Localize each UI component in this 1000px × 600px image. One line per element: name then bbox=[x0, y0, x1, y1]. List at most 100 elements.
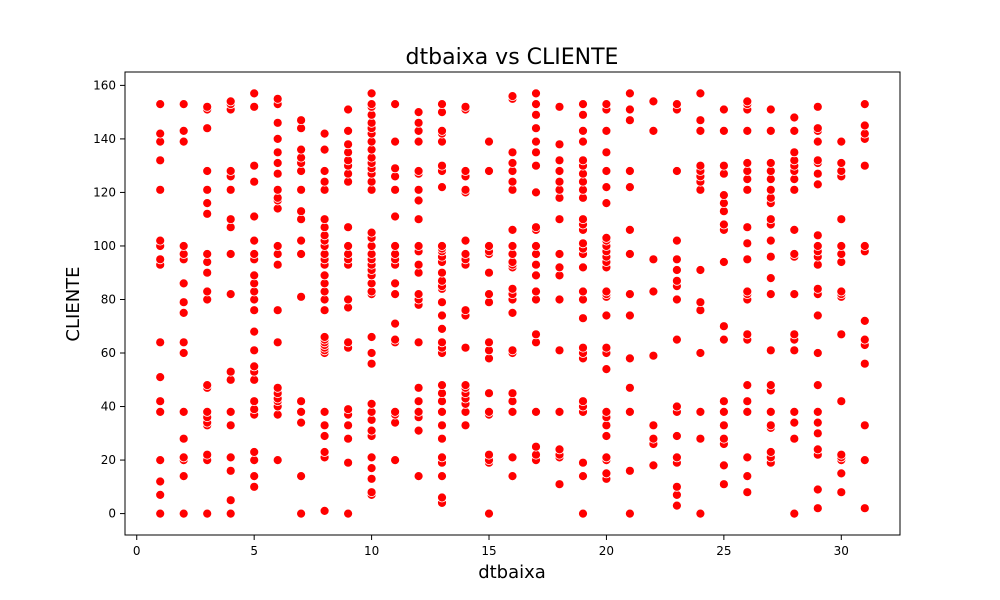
data-point bbox=[765, 289, 776, 300]
data-point bbox=[343, 508, 354, 519]
data-point bbox=[789, 224, 800, 235]
data-point bbox=[319, 214, 330, 225]
data-point bbox=[742, 471, 753, 482]
data-point bbox=[413, 337, 424, 348]
data-point bbox=[413, 107, 424, 117]
data-point bbox=[249, 471, 260, 482]
data-point bbox=[625, 166, 635, 176]
data-point bbox=[554, 184, 565, 195]
data-point bbox=[695, 265, 706, 275]
data-point bbox=[531, 109, 541, 120]
data-point bbox=[578, 238, 588, 249]
data-point bbox=[437, 182, 447, 193]
data-point bbox=[719, 104, 729, 115]
data-point bbox=[225, 289, 236, 300]
data-point bbox=[225, 465, 236, 476]
data-point bbox=[202, 249, 213, 259]
data-point bbox=[648, 125, 659, 136]
data-point bbox=[460, 101, 471, 112]
data-point bbox=[578, 313, 588, 324]
data-point bbox=[789, 508, 800, 519]
data-point bbox=[272, 168, 283, 179]
x-tick-label: 30 bbox=[834, 544, 849, 558]
data-point bbox=[155, 128, 166, 139]
data-point bbox=[484, 241, 494, 251]
data-point bbox=[484, 136, 494, 147]
data-point bbox=[296, 508, 307, 519]
data-point bbox=[484, 166, 494, 176]
data-point bbox=[507, 224, 518, 235]
data-point bbox=[437, 323, 447, 334]
data-point bbox=[413, 396, 424, 407]
data-point bbox=[859, 334, 870, 345]
data-point bbox=[272, 117, 283, 128]
data-point bbox=[625, 289, 635, 300]
data-point bbox=[319, 305, 330, 316]
data-point bbox=[672, 275, 682, 286]
data-point bbox=[390, 241, 401, 251]
chart-title: dtbaixa vs CLIENTE bbox=[406, 45, 619, 70]
data-point bbox=[366, 358, 377, 369]
data-point bbox=[437, 388, 447, 399]
data-point bbox=[413, 166, 424, 176]
x-tick-label: 15 bbox=[481, 544, 496, 558]
data-point bbox=[695, 508, 706, 519]
data-point bbox=[225, 96, 236, 107]
data-point bbox=[742, 286, 753, 297]
data-point bbox=[390, 289, 401, 300]
data-point bbox=[202, 406, 213, 417]
data-point bbox=[672, 254, 682, 265]
data-point bbox=[859, 455, 870, 466]
data-point bbox=[413, 425, 424, 436]
data-point bbox=[601, 182, 612, 193]
data-point bbox=[812, 380, 823, 391]
data-point bbox=[343, 222, 354, 233]
data-point bbox=[578, 508, 588, 519]
data-point bbox=[554, 249, 565, 259]
data-point bbox=[765, 406, 776, 417]
data-point bbox=[249, 481, 260, 492]
data-point bbox=[531, 187, 541, 198]
data-point bbox=[319, 505, 330, 516]
data-point bbox=[202, 198, 213, 209]
data-point bbox=[812, 444, 823, 455]
data-point bbox=[390, 136, 401, 147]
data-point bbox=[531, 241, 541, 251]
data-point bbox=[178, 241, 189, 251]
data-point bbox=[484, 353, 494, 364]
data-point bbox=[836, 241, 847, 251]
data-point bbox=[178, 297, 189, 308]
data-point bbox=[484, 508, 494, 519]
data-point bbox=[155, 155, 166, 166]
data-point bbox=[484, 449, 494, 460]
data-point bbox=[789, 147, 800, 158]
data-point bbox=[859, 420, 870, 431]
data-point bbox=[202, 267, 213, 278]
data-point bbox=[437, 337, 447, 348]
data-point bbox=[413, 382, 424, 393]
data-point bbox=[507, 388, 518, 399]
data-point bbox=[155, 508, 166, 519]
data-point bbox=[178, 433, 189, 444]
data-point bbox=[578, 342, 588, 353]
data-point bbox=[155, 254, 166, 265]
data-point bbox=[719, 396, 729, 407]
data-point bbox=[319, 447, 330, 457]
data-point bbox=[390, 406, 401, 417]
data-point bbox=[366, 241, 377, 251]
data-point bbox=[812, 283, 823, 294]
data-point bbox=[413, 136, 424, 147]
data-point bbox=[812, 230, 823, 241]
data-point bbox=[296, 291, 307, 302]
data-point bbox=[601, 125, 612, 136]
data-point bbox=[836, 158, 847, 168]
data-point bbox=[484, 337, 494, 348]
data-point bbox=[249, 176, 260, 187]
data-point bbox=[343, 125, 354, 136]
data-point bbox=[812, 417, 823, 428]
data-point bbox=[413, 125, 424, 136]
data-point bbox=[507, 345, 518, 356]
data-point bbox=[484, 388, 494, 399]
data-point bbox=[812, 348, 823, 358]
y-axis-label: CLIENTE bbox=[63, 266, 84, 341]
